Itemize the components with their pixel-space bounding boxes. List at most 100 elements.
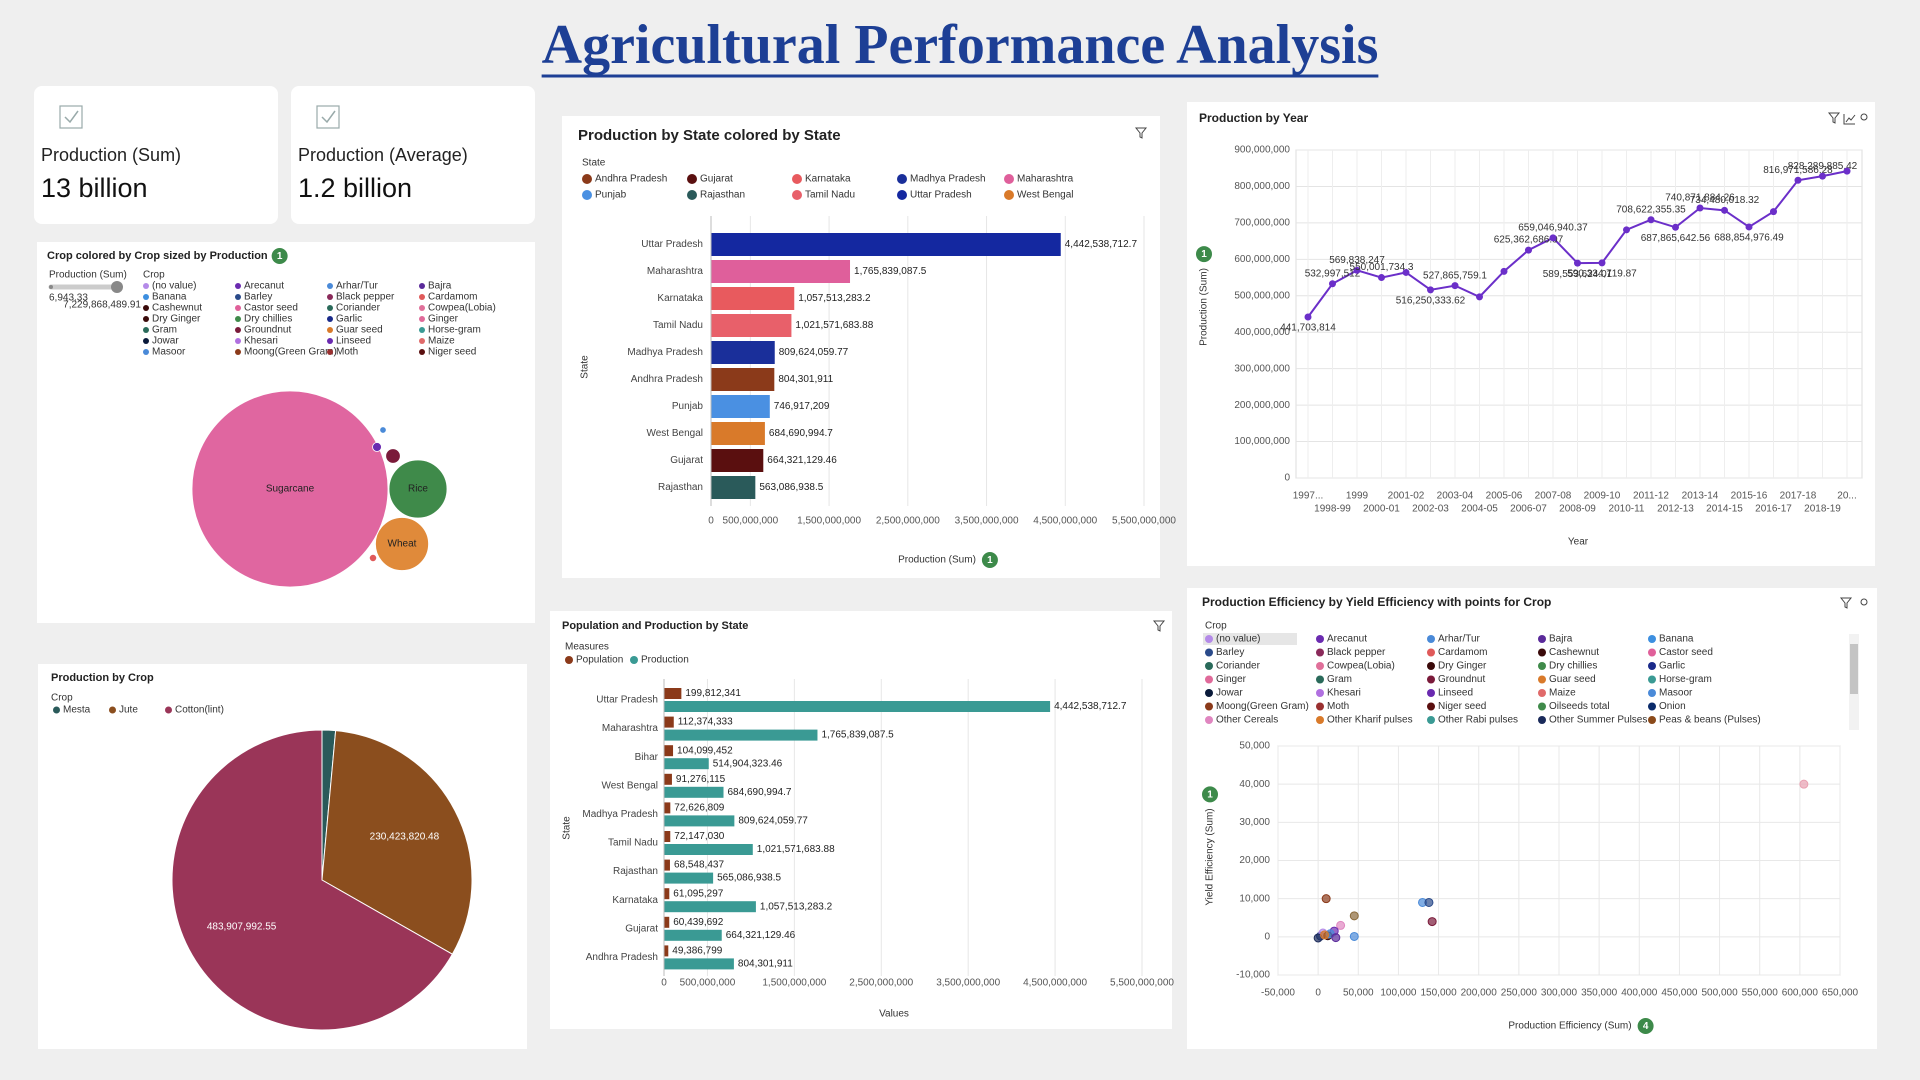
x-tick-label: 2,500,000,000 [849,978,913,989]
size-legend-label: 6,943.33 [49,293,88,304]
legend-label: Castor seed [244,303,298,314]
legend-label: Moong(Green Gram) [244,347,337,358]
y-tick-label: 20,000 [1239,855,1270,866]
bar [711,233,1061,256]
x-tick-label: 1,500,000,000 [797,516,861,527]
x-tick-label: 0 [708,516,714,527]
data-label: 1,765,839,087.5 [821,730,894,741]
legend-label: Cowpea(Lobia) [428,303,496,314]
legend-label: Andhra Pradesh [595,174,667,185]
x-tick-label: 50,000 [1343,988,1374,999]
filter-icon [1827,112,1841,124]
data-label: 72,626,809 [674,803,724,814]
data-label: 532,997,512 [1305,268,1361,279]
legend-label: Production [641,655,689,666]
data-label: 746,917,209 [774,401,830,412]
badge [271,248,288,264]
legend-marker [1648,675,1656,684]
legend-label: Other Kharif pulses [1327,715,1413,726]
legend-label: Karnataka [805,174,851,185]
data-label: 230,423,820.48 [370,832,440,843]
data-label: 828,289,885.42 [1788,161,1858,172]
legend-marker [1205,702,1213,711]
data-label: 49,386,799 [672,946,722,957]
y-tick-label: 800,000,000 [1234,181,1290,192]
data-label: 4,442,538,712.7 [1054,701,1127,712]
legend-label: Other Rabi pulses [1438,715,1518,726]
bar [664,688,682,699]
y-tick-label: Maharashtra [602,723,659,734]
legend-marker [143,305,149,311]
y-tick-label: Bihar [635,752,659,763]
data-label: 809,624,059.77 [738,816,808,827]
data-label: 483,907,992.55 [207,921,277,932]
filter-icon [1152,620,1166,632]
legend-marker [582,190,592,200]
x-tick-label: 500,000 [1701,988,1738,999]
bar [664,958,734,970]
point [1427,286,1434,294]
y-tick-label: 50,000 [1239,741,1270,752]
data-label: 112,374,333 [678,717,733,728]
legend-title: Crop [51,693,73,704]
legend-label: Moth [336,347,358,358]
legend-marker [235,316,241,322]
y-tick-label: Tamil Nadu [608,838,658,849]
kpi-card: Production (Sum) 13 billion [34,86,278,224]
legend-label: Banana [1659,634,1694,645]
legend-marker [419,327,425,333]
legend-marker [792,190,802,200]
y-tick-label: 600,000,000 [1234,254,1290,265]
pin-icon [1860,598,1868,606]
data-label: 516,250,333.62 [1396,295,1466,306]
legend-label: Cashewnut [152,303,202,314]
bubble-label: Rice [408,484,428,495]
point [1349,911,1359,921]
bar [711,260,851,283]
legend-label: Maize [1549,688,1576,699]
legend-marker [1648,689,1656,697]
legend-marker [1316,716,1324,724]
pin-icon [1860,113,1868,121]
legend-marker [1316,662,1324,670]
chart-title: Population and Production by State [562,620,748,632]
legend-marker [1427,689,1435,697]
bar [664,786,724,798]
legend-label: Peas & beans (Pulses) [1659,715,1761,726]
x-axis-label: Production (Sum) [898,555,976,566]
x-tick-label: 2018-19 [1804,504,1841,515]
legend-marker [327,349,333,355]
kpi-label: Production (Average) [298,145,468,165]
badge-label: 1 [987,555,993,566]
x-tick-label: 2016-17 [1755,504,1792,515]
legend-marker [235,338,241,344]
x-tick-label: 200,000 [1461,988,1498,999]
legend-label: Khesari [244,336,278,347]
card-background [291,86,535,224]
legend-marker [1538,635,1546,643]
x-tick-label: 1997... [1293,491,1324,502]
y-tick-label: -10,000 [1236,970,1270,981]
bar [711,287,795,310]
badge-label: 1 [1201,249,1207,260]
legend-marker [235,294,241,300]
data-label: 569,838,247 [1329,255,1385,266]
badge [1202,786,1218,803]
point [1427,917,1437,927]
legend-marker [1648,716,1656,724]
legend-marker [235,305,241,311]
bubble [191,390,389,588]
legend-marker [419,294,425,300]
legend-marker [1205,675,1213,684]
bar [711,314,792,337]
checkbox-icon [59,105,83,129]
x-tick-label: 500,000,000 [723,516,779,527]
bar [664,716,674,728]
y-tick-label: 400,000,000 [1234,327,1290,338]
point [1321,894,1331,904]
x-tick-label: 2015-16 [1731,491,1768,502]
data-label: 91,276,115 [676,774,726,785]
legend-label: Guar seed [336,325,383,336]
legend-label: Bajra [428,281,452,292]
